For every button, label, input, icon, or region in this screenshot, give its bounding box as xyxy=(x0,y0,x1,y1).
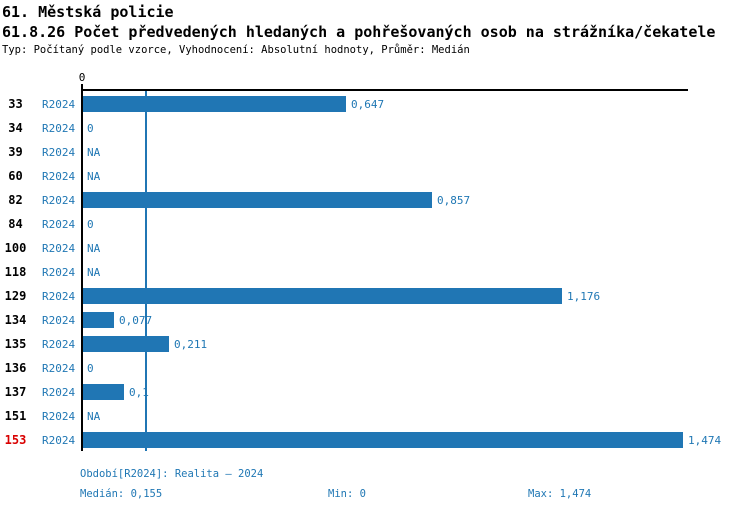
footer-period-info: Období[R2024]: Realita – 2024 xyxy=(80,468,264,480)
row-period-label: R2024 xyxy=(42,386,76,399)
bar-value-label: 0,211 xyxy=(174,338,208,351)
footer-max-stat: Max: 1,474 xyxy=(528,488,592,500)
chart-row: 151 R2024 NA xyxy=(0,404,750,428)
row-id-label: 136 xyxy=(4,361,27,375)
row-id-label: 60 xyxy=(8,169,23,183)
bar xyxy=(83,336,169,352)
bar xyxy=(83,312,114,328)
row-period-label: R2024 xyxy=(42,434,76,447)
row-period-label: R2024 xyxy=(42,218,76,231)
bar-value-label: 0 xyxy=(87,218,94,231)
bar-value-label: 0,1 xyxy=(129,386,149,399)
row-period-label: R2024 xyxy=(42,266,76,279)
row-id-label: 153 xyxy=(4,433,27,447)
row-id-label: 82 xyxy=(8,193,23,207)
bar-value-label: 0,857 xyxy=(437,194,471,207)
row-period-label: R2024 xyxy=(42,242,76,255)
bar-value-label: NA xyxy=(87,266,101,279)
chart-row: 134 R2024 0,077 xyxy=(0,308,750,332)
footer-median-stat: Medián: 0,155 xyxy=(80,488,163,500)
chart-row: 84 R2024 0 xyxy=(0,212,750,236)
chart-row: 136 R2024 0 xyxy=(0,356,750,380)
row-id-label: 151 xyxy=(4,409,27,423)
chart-row: 60 R2024 NA xyxy=(0,164,750,188)
chart-row: 34 R2024 0 xyxy=(0,116,750,140)
bar xyxy=(83,384,124,400)
row-id-label: 137 xyxy=(4,385,27,399)
chart-row: 39 R2024 NA xyxy=(0,140,750,164)
bar xyxy=(83,432,683,448)
bar-value-label: NA xyxy=(87,410,101,423)
bar-value-label: 1,176 xyxy=(567,290,601,303)
row-period-label: R2024 xyxy=(42,194,76,207)
y-axis-line xyxy=(81,84,83,451)
row-period-label: R2024 xyxy=(42,122,76,135)
bar-value-label: 0 xyxy=(87,362,94,375)
row-period-label: R2024 xyxy=(42,146,76,159)
row-id-label: 134 xyxy=(4,313,27,327)
row-period-label: R2024 xyxy=(42,410,76,423)
bar xyxy=(83,96,346,112)
row-id-label: 33 xyxy=(8,97,23,111)
chart-row: 118 R2024 NA xyxy=(0,260,750,284)
row-id-label: 135 xyxy=(4,337,27,351)
row-period-label: R2024 xyxy=(42,338,76,351)
median-reference-line xyxy=(145,91,147,451)
bar-value-label: 0,077 xyxy=(119,314,153,327)
row-id-label: 34 xyxy=(8,121,23,135)
chart-row: 129 R2024 1,176 xyxy=(0,284,750,308)
section-title: 61. Městská policie xyxy=(2,3,174,21)
bar-value-label: NA xyxy=(87,146,101,159)
row-period-label: R2024 xyxy=(42,314,76,327)
row-period-label: R2024 xyxy=(42,170,76,183)
row-id-label: 100 xyxy=(4,241,27,255)
bar xyxy=(83,192,432,208)
bar xyxy=(83,288,562,304)
row-id-label: 84 xyxy=(8,217,23,231)
chart-row: 153 R2024 1,474 xyxy=(0,428,750,452)
chart-row: 137 R2024 0,1 xyxy=(0,380,750,404)
row-id-label: 118 xyxy=(4,265,27,279)
row-id-label: 39 xyxy=(8,145,23,159)
indicator-meta: Typ: Počítaný podle vzorce, Vyhodnocení:… xyxy=(2,44,470,56)
x-axis-line xyxy=(81,89,688,91)
bar-value-label: 0 xyxy=(87,122,94,135)
bar-value-label: NA xyxy=(87,170,101,183)
chart-row: 82 R2024 0,857 xyxy=(0,188,750,212)
chart-row: 100 R2024 NA xyxy=(0,236,750,260)
bar-value-label: NA xyxy=(87,242,101,255)
row-period-label: R2024 xyxy=(42,290,76,303)
x-axis-tick-label: 0 xyxy=(78,71,86,84)
row-period-label: R2024 xyxy=(42,98,76,111)
chart-row: 33 R2024 0,647 xyxy=(0,92,750,116)
indicator-title: 61.8.26 Počet předvedených hledaných a p… xyxy=(2,23,716,41)
row-period-label: R2024 xyxy=(42,362,76,375)
bar-value-label: 1,474 xyxy=(688,434,722,447)
footer-min-stat: Min: 0 xyxy=(328,488,366,500)
bar-value-label: 0,647 xyxy=(351,98,385,111)
row-id-label: 129 xyxy=(4,289,27,303)
chart-row: 135 R2024 0,211 xyxy=(0,332,750,356)
